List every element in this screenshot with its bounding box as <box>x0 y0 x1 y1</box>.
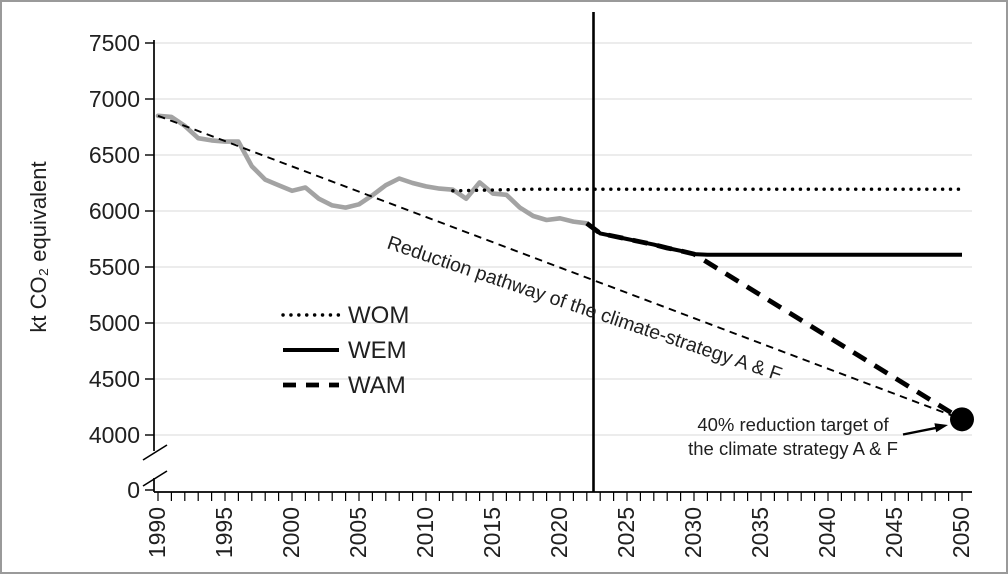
x-tick-label: 2045 <box>881 507 907 558</box>
x-tick-label: 2050 <box>948 507 974 558</box>
x-tick-label: 2000 <box>278 507 304 558</box>
x-tick-label: 2015 <box>479 507 505 558</box>
series-wom-line <box>451 187 964 193</box>
legend-item-wom: WOM <box>281 302 409 329</box>
y-tick-label: 7500 <box>89 30 140 56</box>
series-wam-line <box>585 221 964 422</box>
series-wem-line <box>585 221 962 257</box>
legend-label: WAM <box>348 372 406 399</box>
legend: WOM WEM WAM <box>281 302 409 399</box>
target-point <box>950 407 974 432</box>
x-tick-label: 2005 <box>345 507 371 558</box>
x-tick-label: 1995 <box>211 507 237 558</box>
legend-label: WEM <box>348 337 407 364</box>
axis-break-slash <box>142 444 168 461</box>
target-annotation-line1: 40% reduction target of <box>697 414 889 435</box>
series-lines <box>155 113 974 432</box>
gridlines <box>154 42 972 436</box>
x-tick-label: 2020 <box>546 507 572 558</box>
legend-label: WOM <box>348 302 409 329</box>
x-tick-label: 2025 <box>613 507 639 558</box>
y-tick-label: 6500 <box>89 142 140 168</box>
y-axis-title: kt CO₂ equivalent <box>26 161 51 332</box>
target-annotation-arrow <box>902 426 937 436</box>
x-tick-label: 1990 <box>144 507 170 558</box>
annotations: Reduction pathway of the climate-strateg… <box>384 232 948 459</box>
x-tick-label: 2030 <box>680 507 706 558</box>
target-annotation-arrowhead <box>934 423 948 433</box>
y-tick-label: 6000 <box>89 198 140 224</box>
x-tick-label: 2040 <box>814 507 840 558</box>
series-reduction-pathway-line <box>157 114 963 421</box>
target-annotation-line2: the climate strategy A & F <box>688 438 898 459</box>
axis-break-slash <box>142 470 168 487</box>
axes: 7500 7000 6500 6000 5500 5000 4500 4000 0 kt CO₂ … <box>26 30 974 558</box>
legend-item-wem: WEM <box>283 337 407 364</box>
x-tick-label: 2010 <box>412 507 438 558</box>
series-historical-inventory-line <box>155 113 590 226</box>
y-tick-label-zero: 0 <box>127 477 140 503</box>
legend-item-wam: WAM <box>283 372 406 399</box>
x-tick-label: 2035 <box>747 507 773 558</box>
y-tick-label: 4000 <box>89 422 140 448</box>
y-tick-label: 4500 <box>89 366 140 392</box>
y-tick-label: 7000 <box>89 86 140 112</box>
y-tick-label: 5500 <box>89 254 140 280</box>
y-tick-label: 5000 <box>89 310 140 336</box>
